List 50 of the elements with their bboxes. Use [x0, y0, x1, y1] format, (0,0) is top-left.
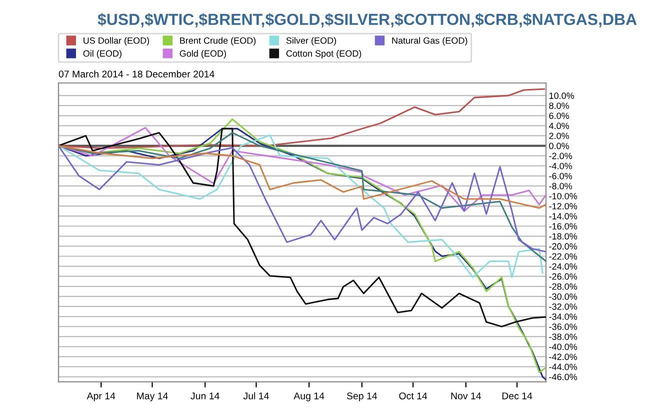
- legend-label: Silver (EOD): [286, 37, 336, 46]
- x-tick-label: Nov 14: [451, 392, 482, 400]
- y-tick-label: -18.0%: [549, 233, 578, 240]
- y-tick-label: -46.0%: [549, 374, 578, 380]
- chart-subtitle: 07 March 2014 - 18 December 2014: [58, 70, 214, 78]
- y-tick-label: -34.0%: [549, 313, 578, 320]
- y-tick-label: 0.0%: [549, 142, 570, 150]
- y-tick-label: 8.0%: [549, 102, 570, 109]
- legend-label: US Dollar (EOD): [84, 37, 150, 46]
- y-tick-label: -16.0%: [549, 223, 578, 230]
- y-tick-label: -6.0%: [549, 172, 572, 180]
- y-tick-label: 6.0%: [549, 112, 570, 119]
- legend-label: Brent Crude (EOD): [180, 37, 256, 46]
- y-tick-label: -32.0%: [549, 303, 578, 310]
- line-series: [58, 145, 546, 209]
- y-tick-label: -40.0%: [549, 344, 578, 350]
- x-tick-label: Dec 14: [502, 392, 532, 400]
- y-tick-label: -30.0%: [549, 293, 578, 300]
- y-tick-label: -2.0%: [549, 152, 572, 160]
- y-tick-label: -10.0%: [549, 192, 578, 200]
- y-tick-label: -42.0%: [549, 354, 578, 360]
- y-tick-label: 2.0%: [549, 132, 570, 140]
- y-tick-label: -4.0%: [549, 162, 572, 170]
- y-tick-label: -20.0%: [549, 243, 578, 250]
- x-tick-label: Jun 14: [190, 392, 220, 400]
- y-tick-label: -24.0%: [549, 263, 578, 270]
- chart-title: $USD,$WTIC,$BRENT,$GOLD,$SILVER,$COTTON,$CRB,$NATGAS,DBA: [98, 13, 637, 28]
- y-tick-label: -28.0%: [549, 283, 578, 290]
- y-tick-label: -12.0%: [549, 203, 578, 210]
- x-tick-label: Oct 14: [399, 392, 428, 400]
- legend-label: Natural Gas (EOD): [392, 37, 468, 46]
- y-tick-label: -8.0%: [549, 182, 572, 190]
- y-tick-label: -26.0%: [549, 273, 578, 280]
- x-tick-label: Sep 14: [346, 392, 378, 402]
- y-tick-label: 4.0%: [548, 122, 570, 130]
- y-tick-label: -14.0%: [549, 213, 578, 220]
- y-tick-label: -38.0%: [549, 334, 578, 340]
- y-tick-label: 10.0%: [549, 92, 574, 99]
- legend-label: Oil (EOD): [83, 50, 122, 58]
- x-tick-label: May 14: [137, 392, 168, 402]
- x-tick-label: Jul 14: [243, 392, 269, 400]
- y-tick-label: -22.0%: [549, 253, 578, 260]
- line-series: [58, 145, 546, 252]
- x-tick-label: Apr 14: [86, 392, 116, 402]
- y-tick-label: -36.0%: [549, 324, 578, 330]
- legend-label: Gold (EOD): [180, 50, 226, 58]
- x-tick-label: Aug 14: [294, 392, 324, 402]
- y-tick-label: -44.0%: [549, 364, 578, 370]
- legend-label: Cotton Spot (EOD): [286, 50, 362, 58]
- line-series: [58, 128, 546, 328]
